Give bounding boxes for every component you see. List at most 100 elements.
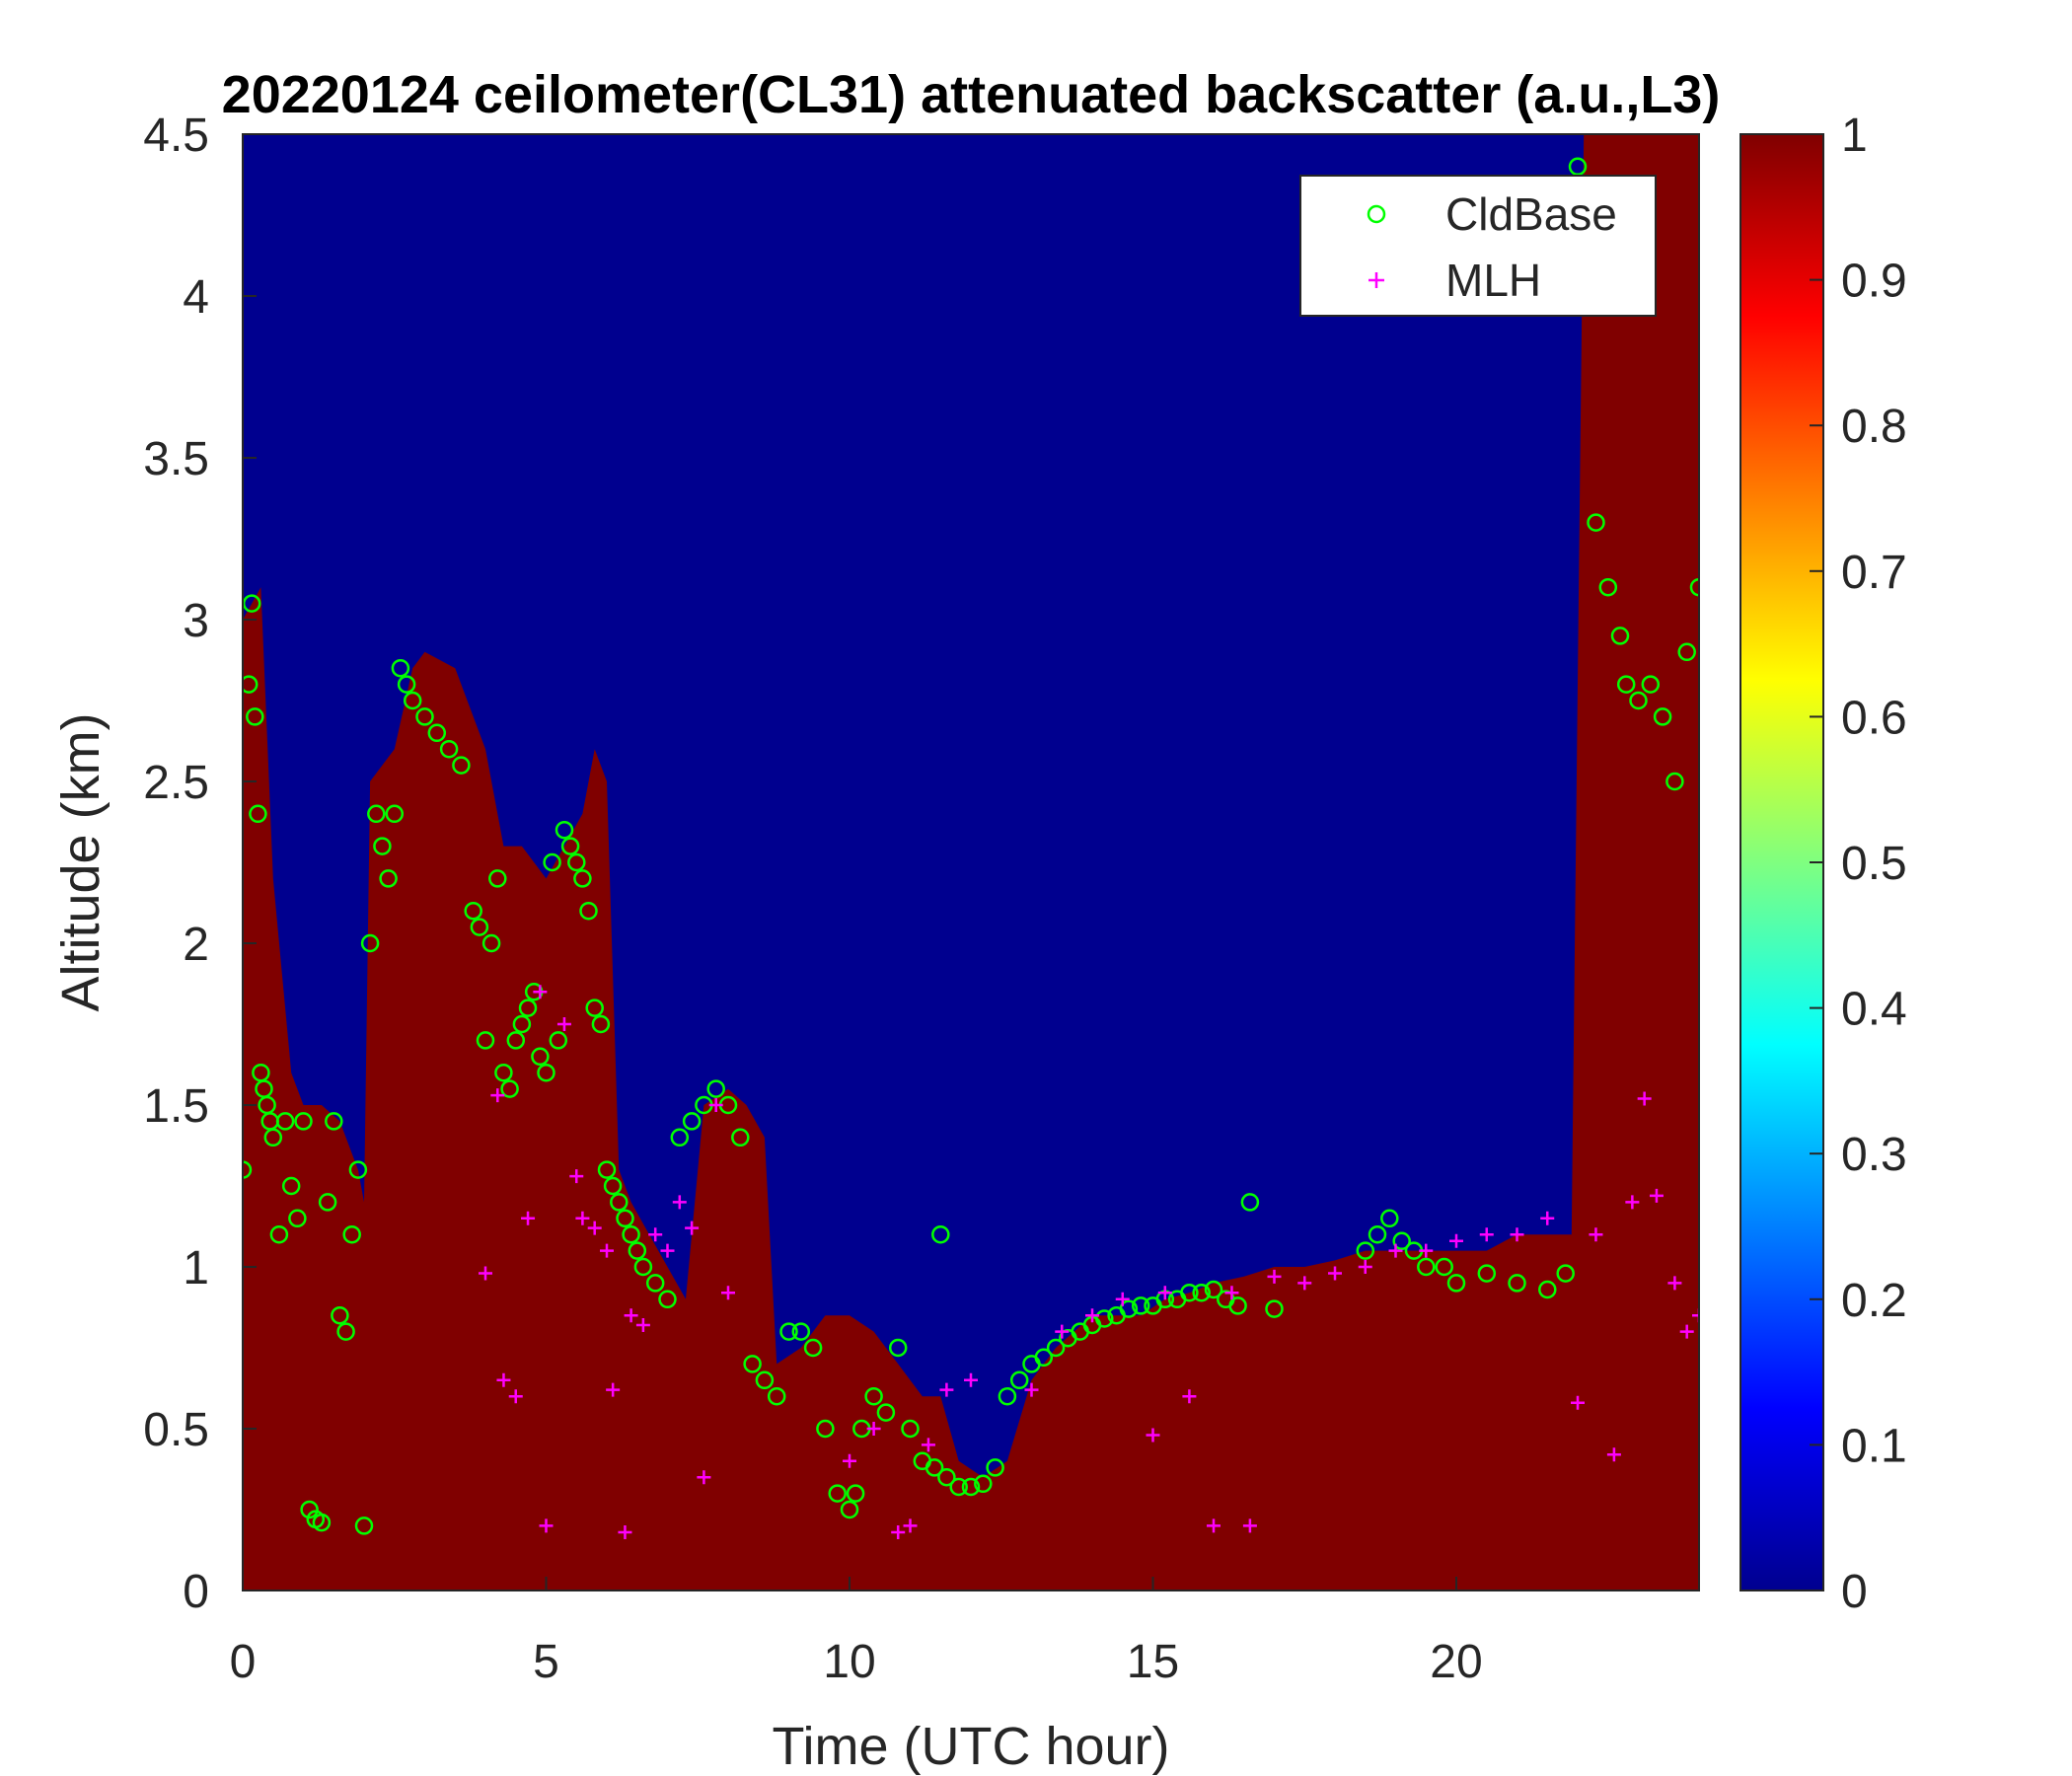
- cldbase-point: [949, 1477, 968, 1497]
- cldbase-point: [1435, 1257, 1453, 1277]
- cldbase-point: [585, 999, 604, 1017]
- cldbase-point: [397, 675, 416, 694]
- cldbase-point: [560, 837, 580, 855]
- mlh-point: [1115, 1292, 1130, 1306]
- mlh-point: [1667, 1276, 1682, 1291]
- mlh-point: [490, 1088, 505, 1103]
- cldbase-point: [931, 1224, 950, 1244]
- mlh-point: [1606, 1447, 1621, 1462]
- mlh-point: [1589, 1227, 1603, 1242]
- mlh-point: [1637, 1091, 1652, 1106]
- cldbase-point: [1641, 675, 1661, 694]
- mlh-point: [843, 1453, 856, 1468]
- cldbase-point: [415, 707, 434, 726]
- colorbar-tick-label: 0.3: [1841, 1129, 1907, 1181]
- cldbase-point: [986, 1458, 1004, 1477]
- cldbase-point: [494, 1063, 513, 1082]
- cldbase-point: [755, 1370, 775, 1390]
- mlh-point: [964, 1372, 978, 1387]
- cldbase-point: [1556, 1264, 1575, 1283]
- y-tick-label: 0.5: [143, 1404, 209, 1456]
- cldbase-point: [1380, 1209, 1399, 1228]
- cldbase-point: [791, 1322, 811, 1341]
- cldbase-point: [591, 1014, 611, 1034]
- mlh-point: [1182, 1389, 1197, 1404]
- cldbase-point: [331, 1305, 349, 1325]
- mlh-point: [1242, 1518, 1257, 1533]
- colorbar-tick-label: 0.7: [1841, 547, 1907, 599]
- cldbase-point: [325, 1112, 343, 1131]
- mlh-point: [479, 1266, 492, 1281]
- cldbase-point: [1610, 627, 1630, 645]
- cldbase-point: [1538, 1280, 1557, 1299]
- colorbar: 0 0.1 0.2 0.3 0.4 0.5 0.6 0.7 0.8 0.9 1: [1739, 110, 1907, 1618]
- cldbase-point: [243, 675, 259, 694]
- colorbar-tick-label: 1: [1841, 110, 1868, 162]
- cldbase-point: [373, 837, 392, 855]
- cldbase-point: [1587, 513, 1605, 532]
- mlh-point: [569, 1169, 584, 1184]
- cldbase-point: [300, 1500, 319, 1519]
- cldbase-point: [1356, 1241, 1375, 1260]
- cldbase-point: [1629, 691, 1648, 710]
- mlh-point: [921, 1438, 935, 1452]
- cldbase-point: [1034, 1348, 1054, 1368]
- mlh-point: [539, 1518, 554, 1533]
- mlh-point: [635, 1318, 650, 1333]
- mlh-point: [697, 1470, 711, 1485]
- cldbase-point: [354, 1517, 374, 1535]
- y-axis-ticks: 0 0.5 1 1.5 2 2.5 3 3.5 4 4.5: [143, 110, 257, 1618]
- cldbase-point: [1446, 1274, 1466, 1293]
- mlh-point: [606, 1382, 621, 1397]
- mlh-point: [660, 1243, 675, 1258]
- cldbase-point: [937, 1467, 956, 1487]
- cldbase-point: [360, 933, 380, 953]
- cldbase-point: [555, 820, 574, 840]
- cldbase-point: [925, 1458, 944, 1477]
- cldbase-point: [269, 1224, 289, 1244]
- mlh-point: [1297, 1276, 1312, 1291]
- plot-frame: [242, 133, 1700, 1591]
- x-tick-label: 15: [1127, 1636, 1179, 1688]
- cldbase-point: [403, 691, 422, 710]
- cldbase-point: [610, 1193, 629, 1212]
- cldbase-point: [616, 1209, 634, 1228]
- cldbase-point: [1598, 577, 1618, 597]
- colorbar-tick-label: 0.4: [1841, 984, 1907, 1036]
- cldbase-point: [1046, 1338, 1066, 1358]
- cldbase-point: [385, 804, 405, 824]
- cldbase-point: [1653, 707, 1672, 726]
- cldbase-point: [573, 869, 592, 888]
- cldbase-point: [706, 1079, 725, 1098]
- cldbase-point: [846, 1484, 865, 1503]
- mlh-point: [1649, 1188, 1664, 1203]
- mlh-point: [1024, 1382, 1039, 1397]
- cldbase-point: [1204, 1280, 1223, 1299]
- mlh-point: [496, 1372, 511, 1387]
- cldbase-point: [464, 901, 482, 921]
- mlh-point: [866, 1422, 881, 1436]
- cldbase-point: [1095, 1309, 1114, 1328]
- mlh-point: [1157, 1286, 1172, 1300]
- cldbase-point: [682, 1112, 702, 1131]
- x-tick-label: 5: [533, 1636, 559, 1688]
- cldbase-point: [1240, 1193, 1260, 1212]
- y-tick-label: 2.5: [143, 757, 209, 809]
- cldbase-point: [246, 707, 264, 726]
- cldbase-point: [1228, 1296, 1247, 1315]
- x-tick-label: 0: [230, 1636, 257, 1688]
- mlh-point: [685, 1221, 700, 1235]
- x-tick-label: 20: [1430, 1636, 1482, 1688]
- cldbase-point: [336, 1322, 355, 1341]
- cldbase-point: [249, 804, 267, 824]
- y-tick-label: 2: [183, 919, 209, 971]
- legend-label-mlh: MLH: [1445, 255, 1541, 306]
- mlh-point: [556, 1017, 571, 1031]
- cldbase-point: [512, 1014, 532, 1034]
- cldbase-point: [1477, 1264, 1497, 1283]
- mlh-point: [508, 1389, 523, 1404]
- cldbase-point: [488, 869, 507, 888]
- mlh-point: [1085, 1308, 1099, 1323]
- mlh-point: [1146, 1428, 1160, 1443]
- cldbase-point: [597, 1160, 617, 1179]
